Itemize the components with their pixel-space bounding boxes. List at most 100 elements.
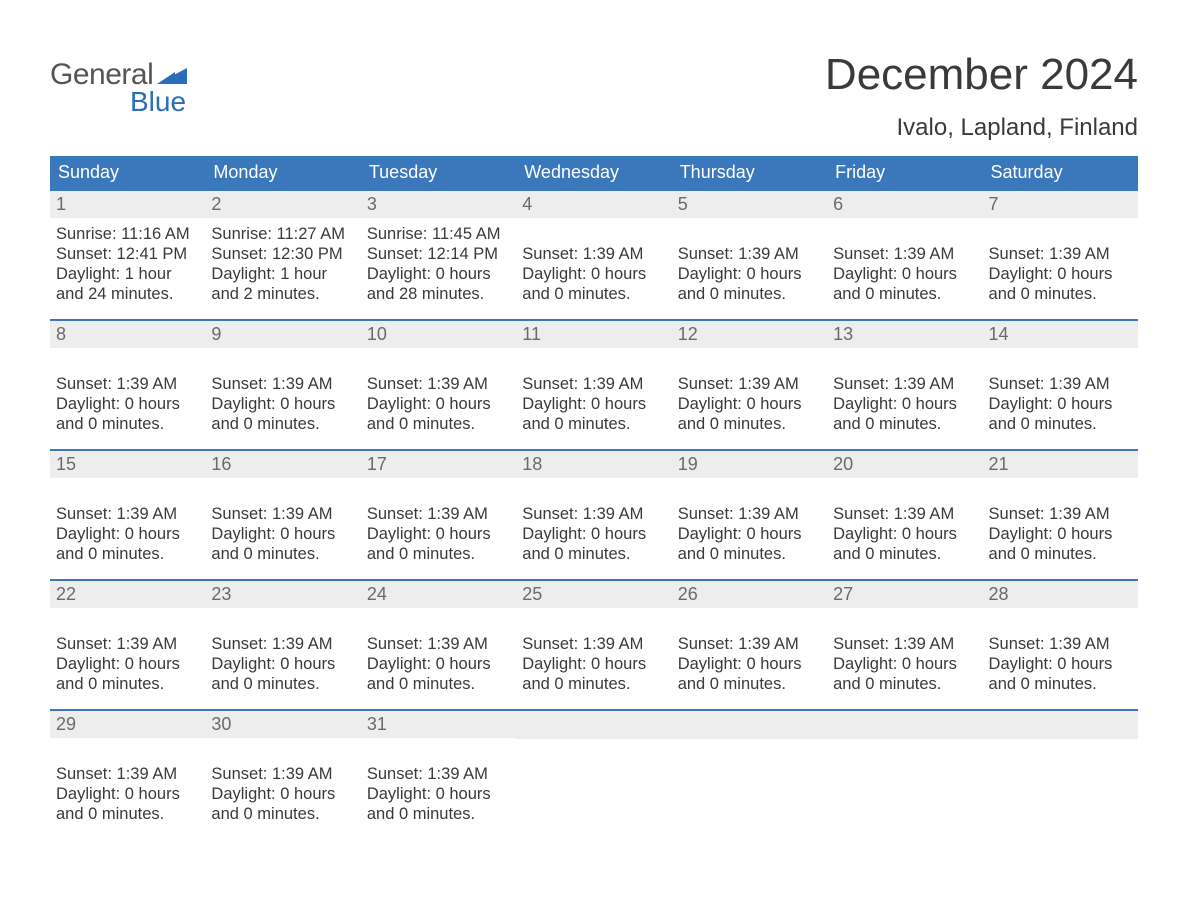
- day-info-line: Sunset: 12:30 PM: [211, 244, 354, 264]
- day-info-line: Sunset: 1:39 AM: [678, 244, 821, 264]
- day-body: Sunset: 1:39 AMDaylight: 0 hours and 0 m…: [50, 738, 205, 831]
- day-info-line: Sunset: 1:39 AM: [367, 634, 510, 654]
- day-body: Sunset: 1:39 AMDaylight: 0 hours and 0 m…: [50, 348, 205, 441]
- day-body: Sunset: 1:39 AMDaylight: 0 hours and 0 m…: [827, 608, 982, 701]
- empty-day-num-bar: [672, 711, 827, 739]
- day-info-line: Daylight: 1 hour and 2 minutes.: [211, 264, 354, 304]
- day-number: 31: [361, 711, 516, 738]
- days-of-week-header: SundayMondayTuesdayWednesdayThursdayFrid…: [50, 156, 1138, 189]
- day-number: 7: [983, 191, 1138, 218]
- day-cell: 28 Sunset: 1:39 AMDaylight: 0 hours and …: [983, 581, 1138, 709]
- day-info-line: Sunset: 1:39 AM: [989, 374, 1132, 394]
- dow-cell: Monday: [205, 156, 360, 189]
- day-info-line: Daylight: 0 hours and 0 minutes.: [367, 654, 510, 694]
- day-info-line: Sunset: 1:39 AM: [522, 374, 665, 394]
- calendar: SundayMondayTuesdayWednesdayThursdayFrid…: [50, 156, 1138, 839]
- day-body: Sunset: 1:39 AMDaylight: 0 hours and 0 m…: [516, 218, 671, 311]
- empty-day-cell: [827, 711, 982, 839]
- day-info-line: Sunset: 1:39 AM: [833, 244, 976, 264]
- day-number: 3: [361, 191, 516, 218]
- day-number: 6: [827, 191, 982, 218]
- day-number: 24: [361, 581, 516, 608]
- week-row: 22 Sunset: 1:39 AMDaylight: 0 hours and …: [50, 579, 1138, 709]
- day-info-line: Daylight: 0 hours and 0 minutes.: [367, 784, 510, 824]
- day-info-line: [678, 224, 821, 244]
- day-info-line: Daylight: 0 hours and 0 minutes.: [211, 524, 354, 564]
- day-cell: 29 Sunset: 1:39 AMDaylight: 0 hours and …: [50, 711, 205, 839]
- day-body: Sunset: 1:39 AMDaylight: 0 hours and 0 m…: [361, 478, 516, 571]
- day-info-line: Sunrise: 11:27 AM: [211, 224, 354, 244]
- day-info-line: [211, 744, 354, 764]
- day-cell: 24 Sunset: 1:39 AMDaylight: 0 hours and …: [361, 581, 516, 709]
- day-info-line: Daylight: 0 hours and 0 minutes.: [56, 394, 199, 434]
- day-info-line: Daylight: 0 hours and 0 minutes.: [522, 654, 665, 694]
- day-body: Sunset: 1:39 AMDaylight: 0 hours and 0 m…: [361, 738, 516, 831]
- day-number: 25: [516, 581, 671, 608]
- day-body: Sunset: 1:39 AMDaylight: 0 hours and 0 m…: [205, 738, 360, 831]
- day-body: Sunset: 1:39 AMDaylight: 0 hours and 0 m…: [827, 478, 982, 571]
- day-info-line: [678, 354, 821, 374]
- day-info-line: Sunset: 1:39 AM: [833, 504, 976, 524]
- day-body: Sunset: 1:39 AMDaylight: 0 hours and 0 m…: [205, 478, 360, 571]
- day-body: Sunset: 1:39 AMDaylight: 0 hours and 0 m…: [672, 348, 827, 441]
- day-info-line: Sunset: 1:39 AM: [211, 504, 354, 524]
- day-info-line: [833, 224, 976, 244]
- weeks-container: 1Sunrise: 11:16 AMSunset: 12:41 PMDaylig…: [50, 189, 1138, 839]
- day-info-line: [833, 354, 976, 374]
- day-body: Sunrise: 11:27 AMSunset: 12:30 PMDayligh…: [205, 218, 360, 311]
- week-row: 29 Sunset: 1:39 AMDaylight: 0 hours and …: [50, 709, 1138, 839]
- day-info-line: Sunset: 1:39 AM: [211, 634, 354, 654]
- day-info-line: Sunset: 1:39 AM: [56, 634, 199, 654]
- day-cell: 1Sunrise: 11:16 AMSunset: 12:41 PMDaylig…: [50, 191, 205, 319]
- day-number: 30: [205, 711, 360, 738]
- dow-cell: Sunday: [50, 156, 205, 189]
- day-info-line: Daylight: 0 hours and 0 minutes.: [678, 524, 821, 564]
- day-cell: 13 Sunset: 1:39 AMDaylight: 0 hours and …: [827, 321, 982, 449]
- month-title: December 2024: [825, 50, 1138, 100]
- day-cell: 21 Sunset: 1:39 AMDaylight: 0 hours and …: [983, 451, 1138, 579]
- dow-cell: Tuesday: [361, 156, 516, 189]
- day-info-line: Daylight: 0 hours and 0 minutes.: [56, 784, 199, 824]
- day-info-line: Daylight: 0 hours and 0 minutes.: [678, 264, 821, 304]
- day-info-line: Daylight: 0 hours and 0 minutes.: [211, 394, 354, 434]
- day-cell: 19 Sunset: 1:39 AMDaylight: 0 hours and …: [672, 451, 827, 579]
- day-body: Sunrise: 11:45 AMSunset: 12:14 PMDayligh…: [361, 218, 516, 311]
- day-info-line: Sunset: 1:39 AM: [211, 374, 354, 394]
- day-info-line: Sunrise: 11:45 AM: [367, 224, 510, 244]
- day-info-line: [989, 224, 1132, 244]
- day-number: 21: [983, 451, 1138, 478]
- empty-day-cell: [672, 711, 827, 839]
- day-info-line: [522, 614, 665, 634]
- day-info-line: [367, 614, 510, 634]
- logo: General Blue: [50, 58, 187, 118]
- day-info-line: Sunset: 1:39 AM: [56, 374, 199, 394]
- day-info-line: Daylight: 0 hours and 0 minutes.: [833, 524, 976, 564]
- day-number: 20: [827, 451, 982, 478]
- day-info-line: Daylight: 0 hours and 0 minutes.: [833, 264, 976, 304]
- day-info-line: [56, 354, 199, 374]
- day-info-line: Daylight: 0 hours and 0 minutes.: [522, 394, 665, 434]
- day-info-line: Sunset: 1:39 AM: [522, 634, 665, 654]
- day-info-line: [367, 744, 510, 764]
- day-info-line: [56, 744, 199, 764]
- day-body: Sunset: 1:39 AMDaylight: 0 hours and 0 m…: [516, 348, 671, 441]
- day-info-line: Daylight: 0 hours and 0 minutes.: [367, 524, 510, 564]
- day-info-line: Daylight: 0 hours and 0 minutes.: [989, 654, 1132, 694]
- empty-day-cell: [983, 711, 1138, 839]
- day-body: Sunset: 1:39 AMDaylight: 0 hours and 0 m…: [672, 478, 827, 571]
- day-info-line: Sunset: 1:39 AM: [522, 244, 665, 264]
- day-body: Sunrise: 11:16 AMSunset: 12:41 PMDayligh…: [50, 218, 205, 311]
- day-body: Sunset: 1:39 AMDaylight: 0 hours and 0 m…: [983, 608, 1138, 701]
- day-info-line: Sunset: 1:39 AM: [833, 634, 976, 654]
- day-info-line: Sunset: 1:39 AM: [211, 764, 354, 784]
- day-cell: 10 Sunset: 1:39 AMDaylight: 0 hours and …: [361, 321, 516, 449]
- day-info-line: Daylight: 0 hours and 28 minutes.: [367, 264, 510, 304]
- day-number: 16: [205, 451, 360, 478]
- day-info-line: [833, 484, 976, 504]
- day-info-line: Daylight: 0 hours and 0 minutes.: [522, 264, 665, 304]
- day-cell: 15 Sunset: 1:39 AMDaylight: 0 hours and …: [50, 451, 205, 579]
- day-info-line: [522, 484, 665, 504]
- dow-cell: Wednesday: [516, 156, 671, 189]
- day-number: 2: [205, 191, 360, 218]
- day-info-line: [211, 354, 354, 374]
